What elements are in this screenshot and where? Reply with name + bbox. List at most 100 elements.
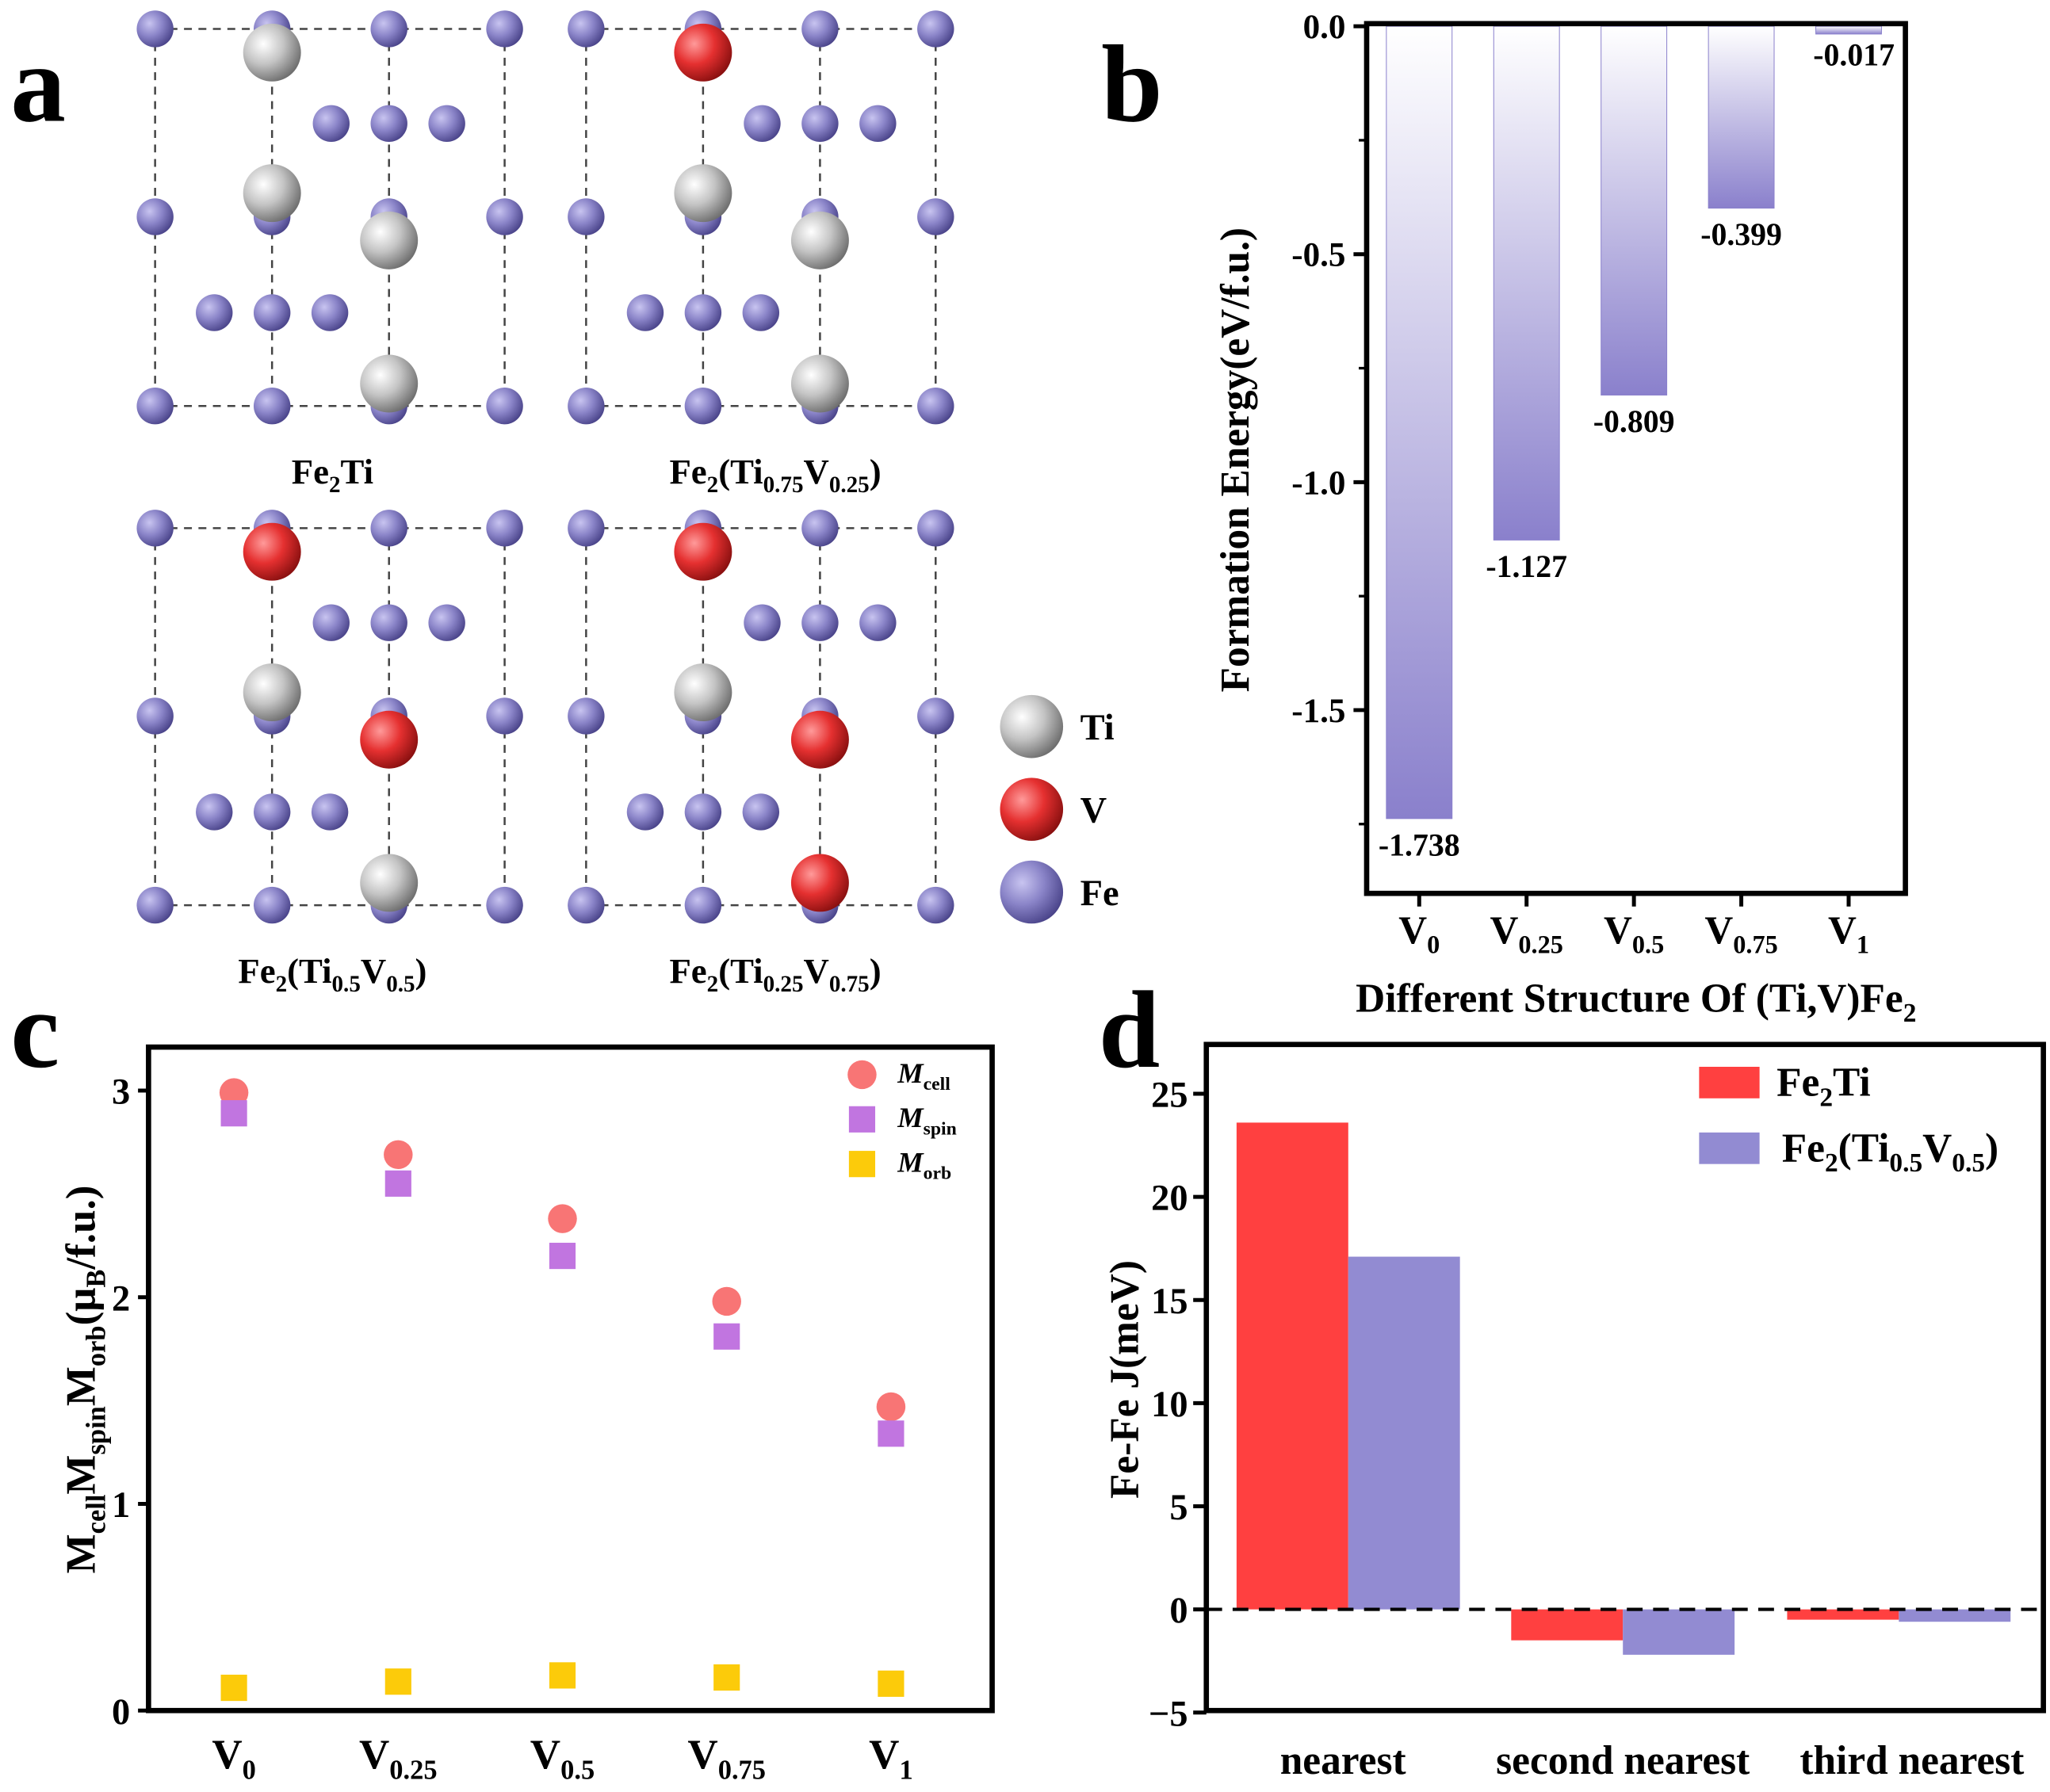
panel-letter-b: b [1101, 24, 1162, 146]
y-axis-label: Fe-Fe J(meV) [1103, 1260, 1148, 1499]
point-morb [220, 1674, 247, 1702]
fe-atom [917, 10, 954, 48]
data-label: -1.127 [1486, 549, 1567, 584]
fe-atom [486, 198, 523, 235]
fe-atom [136, 387, 174, 425]
y-axis-label: Formation Energy(eV/f.u.) [1213, 227, 1258, 692]
fe-atom [626, 294, 664, 331]
bar [1236, 1122, 1348, 1610]
legend-label: V [1080, 791, 1107, 831]
fe-atom [136, 198, 174, 235]
y-tick-label: 0.0 [1303, 9, 1346, 46]
panel-letter-d: d [1099, 969, 1160, 1091]
point-mcell [876, 1392, 906, 1422]
fe-atom [568, 886, 605, 924]
unit-cell: Fe2(Ti0.75V0.25) [568, 10, 954, 498]
x-tick-label: V0.75 [1704, 908, 1777, 958]
structure-label: Fe2(Ti0.25V0.75) [669, 951, 881, 997]
fe-atom [486, 886, 523, 924]
bar [1787, 1609, 1899, 1620]
data-label: -0.017 [1813, 38, 1895, 73]
fe-atom [428, 604, 465, 641]
bar [1386, 25, 1453, 820]
bar [1899, 1609, 2011, 1622]
legend-label: Morb [897, 1147, 951, 1184]
y-tick-label: 1 [112, 1485, 130, 1526]
fe-atom [370, 510, 407, 547]
fe-atom [801, 604, 839, 641]
ti-atom [790, 354, 849, 413]
fe-atom [917, 510, 954, 547]
y-tick-label: 20 [1151, 1179, 1188, 1219]
fe-atom [370, 105, 407, 143]
axes-frame [1363, 21, 1908, 896]
fe-atom [684, 886, 722, 924]
unit-cell: Fe2(Ti0.25V0.75) [568, 510, 954, 997]
x-tick-label: V0 [1398, 908, 1440, 958]
ti-atom [674, 663, 732, 722]
fe-atom [684, 294, 722, 331]
fe-atom [136, 886, 174, 924]
fe-atom [136, 10, 174, 48]
fe-atom [312, 105, 350, 143]
ti-atom [674, 164, 732, 223]
x-tick-label: V0.75 [687, 1732, 766, 1785]
panel-letter-c: c [10, 969, 59, 1091]
point-mspin [713, 1323, 740, 1350]
y-tick-label: 15 [1151, 1282, 1188, 1322]
ti-atom [243, 164, 301, 223]
fe-atom [486, 510, 523, 547]
structure-label: Fe2(Ti0.75V0.25) [669, 452, 881, 498]
v-atom [790, 710, 849, 769]
fe-atom [486, 697, 523, 735]
panel-a-crystal-structures: Fe2Ti Fe2(Ti0.75V0.25) Fe2(Ti0.5V0.5) Fe2(T… [136, 10, 1119, 997]
fe-atom [917, 697, 954, 735]
v-atom [674, 23, 732, 82]
panel-c-magnetic-moment-chart: 0 1 2 3 V0 V0.25 V0.5 V0.75 V1 Mcell Mspin Morb Mcel… [58, 1044, 995, 1785]
data-label: -0.809 [1593, 404, 1675, 439]
fe-atom [744, 604, 781, 641]
x-tick-label: second nearest [1496, 1738, 1750, 1783]
fe-atom [917, 198, 954, 235]
y-tick-label: −5 [1149, 1694, 1188, 1734]
data-label: -0.399 [1700, 217, 1782, 252]
point-mspin [549, 1243, 576, 1270]
legend-label: Fe [1080, 873, 1119, 914]
v-atom [243, 522, 301, 581]
fe-atom [742, 793, 780, 831]
fe-atom [253, 387, 291, 425]
x-tick-label: V0.25 [1490, 908, 1562, 958]
x-tick-label: V1 [1828, 908, 1869, 958]
fe-atom [568, 10, 605, 48]
ti-atom [790, 211, 849, 269]
panel-letter-a: a [10, 24, 66, 146]
fe-atom [568, 697, 605, 735]
point-mspin [220, 1100, 247, 1127]
fe-atom [486, 387, 523, 425]
x-tick-label: V0.5 [530, 1732, 595, 1785]
ti-atom [360, 211, 419, 269]
ti-atom [243, 23, 301, 82]
ti-atom [243, 663, 301, 722]
fe-atom [428, 105, 465, 143]
fe-atom [370, 604, 407, 641]
y-tick-label: 3 [112, 1072, 130, 1113]
v-atom [790, 854, 849, 912]
fe-atom [196, 793, 233, 831]
point-mcell [219, 1078, 249, 1107]
point-morb [549, 1662, 576, 1689]
x-tick-label: V1 [869, 1732, 913, 1785]
y-tick-label: 0 [1169, 1591, 1188, 1631]
x-axis-label: Different Structure Of (Ti,V)Fe2 [1356, 976, 1916, 1028]
fe-atom [253, 294, 291, 331]
point-mcell [548, 1204, 577, 1233]
fe-legend-marker [1000, 860, 1064, 924]
y-tick-label: 10 [1151, 1385, 1188, 1425]
y-tick-label: -1.5 [1291, 693, 1345, 730]
legend-marker [848, 1151, 876, 1178]
unit-cell: Fe2(Ti0.5V0.5) [136, 510, 523, 997]
bar [1511, 1609, 1624, 1641]
fe-atom [917, 886, 954, 924]
fe-atom [742, 294, 780, 331]
